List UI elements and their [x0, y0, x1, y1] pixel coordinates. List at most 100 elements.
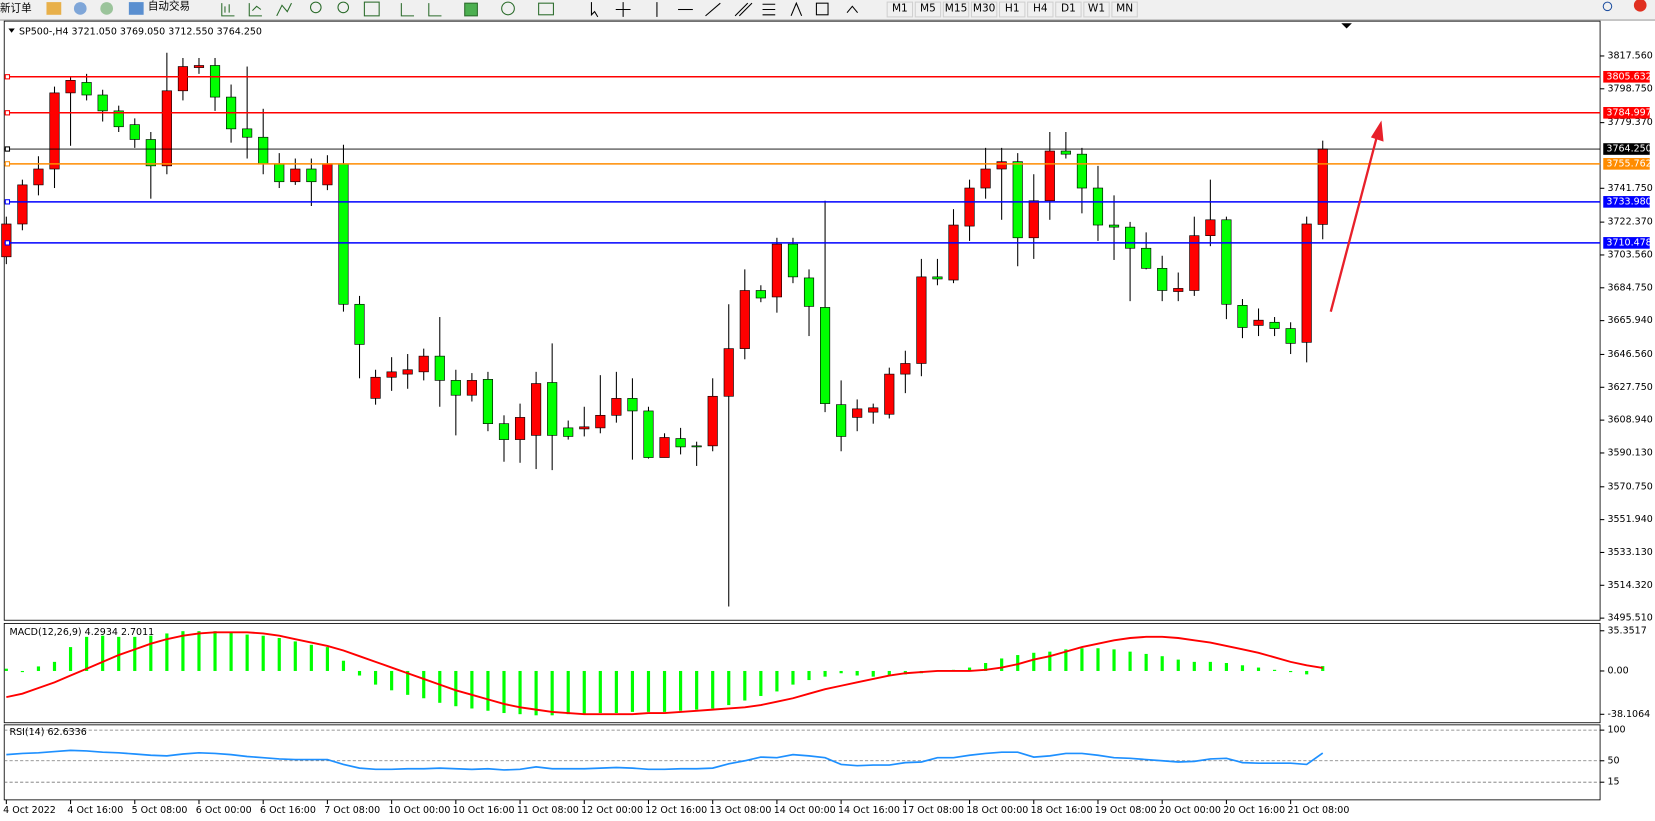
- icon[interactable]: [309, 1, 322, 14]
- timeframe-button[interactable]: [999, 1, 1026, 18]
- timeframe-button[interactable]: [1111, 1, 1138, 18]
- timeframe-label[interactable]: H1: [1005, 2, 1020, 14]
- timeframe-label[interactable]: M30: [973, 2, 996, 14]
- timeframe-label[interactable]: M1: [892, 2, 908, 14]
- x-tick-label: 18 Oct 16:00: [1031, 805, 1093, 816]
- candle-body: [739, 290, 750, 349]
- header-text: 3721.050: [72, 26, 117, 37]
- icon[interactable]: [846, 5, 859, 14]
- timeframe-button[interactable]: [1083, 1, 1110, 18]
- candle-body: [434, 355, 445, 381]
- candle-body: [1092, 187, 1104, 226]
- icon[interactable]: [248, 3, 262, 17]
- main-panel: [3, 20, 1601, 621]
- macd-bar: [117, 636, 121, 671]
- icon[interactable]: [790, 1, 803, 17]
- icon[interactable]: [46, 2, 62, 15]
- timeframe-label[interactable]: H4: [1033, 2, 1048, 14]
- new-order-button[interactable]: 新订单: [0, 1, 32, 14]
- price-label: 3805.632: [1606, 71, 1651, 82]
- macd-bar: [1048, 651, 1052, 671]
- macd-bar: [1080, 648, 1084, 671]
- timeframe-button[interactable]: [914, 1, 942, 18]
- timeframe-label[interactable]: M15: [945, 2, 968, 14]
- candle-body: [579, 426, 590, 430]
- candle-body: [1157, 268, 1168, 291]
- timeframe-button[interactable]: [1027, 1, 1054, 18]
- macd-bar: [646, 670, 651, 712]
- icon[interactable]: [428, 3, 442, 17]
- macd-bar: [486, 670, 490, 711]
- candle-body: [964, 187, 975, 227]
- y-tick-label: 35.3517: [1607, 625, 1646, 636]
- macd-bar: [791, 670, 795, 685]
- x-tick-label: 7 Oct 08:00: [324, 805, 380, 816]
- notification-icon[interactable]: [1633, 0, 1647, 12]
- y-tick-label: 3533.130: [1607, 547, 1652, 558]
- candle-body: [787, 243, 799, 278]
- macd-bar: [1192, 661, 1196, 671]
- x-tick-label: 10 Oct 00:00: [388, 805, 450, 816]
- timeframe-button[interactable]: [942, 1, 970, 18]
- candle-body: [1221, 219, 1232, 305]
- icon[interactable]: [734, 2, 753, 17]
- icon[interactable]: [615, 2, 631, 17]
- y-tick-label: 3570.750: [1607, 481, 1652, 492]
- icon[interactable]: [276, 2, 292, 17]
- auto-trading-button[interactable]: 自动交易: [148, 0, 190, 12]
- icon[interactable]: [400, 3, 415, 17]
- icon[interactable]: [705, 2, 721, 17]
- icon[interactable]: [762, 3, 776, 16]
- candle-body: [209, 65, 221, 98]
- icon[interactable]: [363, 1, 380, 17]
- timeframe-label[interactable]: W1: [1088, 2, 1105, 14]
- icon[interactable]: [73, 2, 87, 15]
- y-tick-label: 15: [1607, 777, 1619, 788]
- x-tick-label: 14 Oct 16:00: [838, 805, 900, 816]
- macd-bar: [390, 670, 394, 691]
- search-icon[interactable]: [1602, 1, 1613, 12]
- y-tick-label: 3703.560: [1607, 249, 1652, 260]
- candle-body: [852, 408, 863, 418]
- macd-bar: [502, 670, 506, 714]
- timeframe-button[interactable]: [1055, 1, 1082, 18]
- icon[interactable]: [100, 2, 114, 15]
- macd-bar: [887, 670, 891, 676]
- timeframe-button[interactable]: [970, 1, 998, 18]
- candle-body: [1205, 219, 1216, 237]
- candle-body: [723, 348, 734, 397]
- y-tick-label: 3514.320: [1607, 580, 1652, 591]
- icon[interactable]: [337, 1, 350, 14]
- candle-body: [242, 128, 253, 138]
- icon[interactable]: [464, 2, 478, 17]
- icon[interactable]: [815, 2, 829, 16]
- timeframe-label[interactable]: D1: [1061, 2, 1076, 14]
- candle-body: [354, 303, 365, 345]
- icon[interactable]: [501, 1, 515, 16]
- candle-body: [1301, 223, 1312, 343]
- candle-body: [418, 355, 429, 373]
- y-tick-label: 0.00: [1607, 665, 1628, 676]
- price-label: 3784.997: [1606, 107, 1651, 118]
- candle-body: [932, 276, 943, 280]
- candle-body: [498, 423, 510, 440]
- x-tick-label: 10 Oct 16:00: [453, 805, 515, 816]
- candle-body: [755, 290, 766, 299]
- macd-bar: [1256, 667, 1261, 671]
- macd-bar: [807, 670, 811, 681]
- candle-body: [643, 410, 654, 458]
- icon[interactable]: [221, 3, 235, 17]
- price-label-box: [1603, 106, 1650, 119]
- candle-body: [1253, 319, 1264, 326]
- timeframe-label[interactable]: M5: [920, 2, 936, 14]
- macd-bar: [406, 670, 410, 695]
- candle-body: [659, 437, 670, 458]
- icon[interactable]: [590, 2, 599, 18]
- icon[interactable]: [128, 2, 144, 15]
- header-text: MACD(12,26,9): [10, 626, 82, 637]
- icon[interactable]: [538, 2, 554, 16]
- timeframe-button[interactable]: [886, 1, 914, 18]
- timeframe-label[interactable]: MN: [1116, 2, 1133, 14]
- macd-bar: [1208, 661, 1212, 671]
